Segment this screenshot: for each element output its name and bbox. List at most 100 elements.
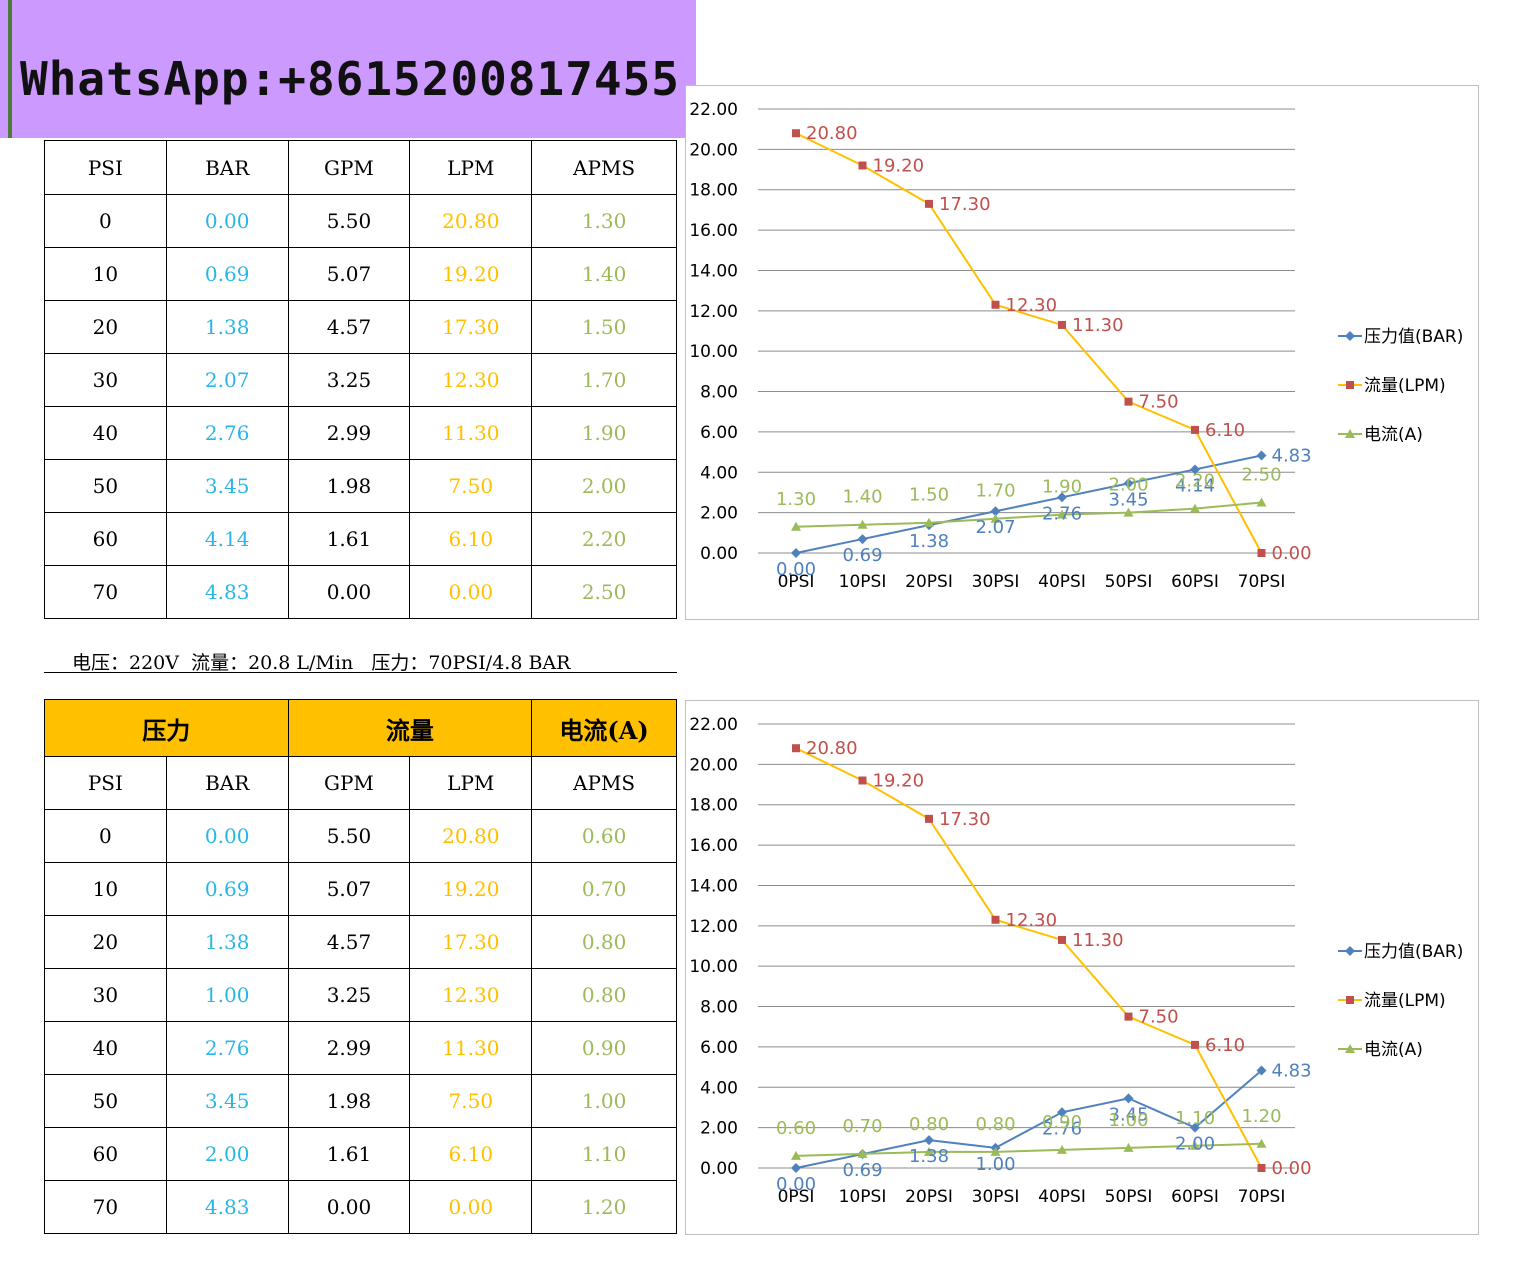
series-line xyxy=(795,1142,1262,1157)
psi-cell: 70 xyxy=(44,565,167,619)
data-label: 17.30 xyxy=(939,194,991,215)
apms-cell: 2.50 xyxy=(531,565,677,619)
table-row: 30 1.00 3.25 12.30 0.80 xyxy=(44,968,677,1022)
data-point xyxy=(1257,549,1266,557)
legend-marker xyxy=(1345,429,1355,438)
data-label: 1.00 xyxy=(975,1154,1015,1175)
psi-cell: 50 xyxy=(44,459,167,513)
gpm-cell: 4.57 xyxy=(287,300,411,354)
header-psi: PSI xyxy=(44,756,167,810)
bar-cell: 4.83 xyxy=(165,565,289,619)
y-tick-label: 6.00 xyxy=(700,1038,738,1058)
lpm-cell: 7.50 xyxy=(409,459,533,513)
y-tick-label: 0.00 xyxy=(700,544,738,564)
y-tick-label: 12.00 xyxy=(689,917,738,937)
line-chart-1: 0.00 2.00 4.00 6.00 8.00 10.00 12.00 14.00 16.00… xyxy=(685,85,1479,620)
whatsapp-contact-text: WhatsApp:+8615200817455 xyxy=(20,52,680,106)
lpm-cell: 11.30 xyxy=(409,1021,533,1075)
data-label: 0.69 xyxy=(842,545,882,566)
bar-cell: 3.45 xyxy=(165,1074,289,1128)
y-tick-label: 22.00 xyxy=(689,100,738,120)
data-point xyxy=(1256,1065,1267,1076)
x-tick-label: 40PSI xyxy=(1038,572,1086,592)
table-row: 0 0.00 5.50 20.80 0.60 xyxy=(44,809,677,863)
apms-cell: 0.90 xyxy=(531,1021,677,1075)
data-point xyxy=(924,517,934,527)
watermark-banner: WhatsApp:+8615200817455 xyxy=(0,0,696,138)
line-chart-2: 0.00 2.00 4.00 6.00 8.00 10.00 12.00 14.00 16.00… xyxy=(685,700,1479,1235)
apms-cell: 2.20 xyxy=(531,512,677,566)
y-tick-label: 22.00 xyxy=(689,715,738,735)
data-point xyxy=(1123,1142,1134,1152)
x-tick-label: 20PSI xyxy=(905,572,953,592)
data-label: 4.83 xyxy=(1272,1061,1312,1082)
table-row: 60 4.14 1.61 6.10 2.20 xyxy=(44,512,677,566)
bar-cell: 2.07 xyxy=(165,353,289,407)
legend-label: 流量(LPM) xyxy=(1364,376,1446,396)
data-label: 12.30 xyxy=(1006,910,1058,931)
group-flow: 流量 xyxy=(287,699,533,757)
data-point xyxy=(1123,507,1134,517)
table-row: 30 2.07 3.25 12.30 1.70 xyxy=(44,353,677,407)
lpm-cell: 7.50 xyxy=(409,1074,533,1128)
note-underline xyxy=(44,672,677,673)
table-group-row: 压力 流量 电流(A) xyxy=(44,699,677,757)
x-tick-label: 60PSI xyxy=(1171,1187,1219,1207)
data-label: 2.07 xyxy=(975,517,1015,538)
data-label: 7.50 xyxy=(1139,1007,1179,1028)
data-point xyxy=(857,1148,868,1158)
gpm-cell: 1.61 xyxy=(287,512,411,566)
data-label: 17.30 xyxy=(939,809,991,830)
apms-cell: 1.70 xyxy=(531,353,677,407)
header-lpm: LPM xyxy=(409,140,533,195)
data-label: 6.10 xyxy=(1205,420,1245,441)
table-row: 40 2.76 2.99 11.30 0.90 xyxy=(44,1021,677,1075)
y-tick-label: 12.00 xyxy=(689,302,738,322)
data-label: 19.20 xyxy=(873,771,925,792)
group-current: 电流(A) xyxy=(531,699,677,757)
y-tick-label: 8.00 xyxy=(700,383,738,403)
gpm-cell: 5.50 xyxy=(287,194,411,248)
x-tick-label: 70PSI xyxy=(1238,1187,1286,1207)
legend-marker xyxy=(1346,996,1354,1004)
apms-cell: 1.00 xyxy=(531,1074,677,1128)
data-label: 11.30 xyxy=(1072,315,1124,336)
y-tick-label: 6.00 xyxy=(700,423,738,443)
data-label: 20.80 xyxy=(806,123,858,144)
y-tick-label: 16.00 xyxy=(689,221,738,241)
header-gpm: GPM xyxy=(287,140,411,195)
gpm-cell: 2.99 xyxy=(287,406,411,460)
y-tick-label: 18.00 xyxy=(689,181,738,201)
psi-cell: 30 xyxy=(44,968,167,1022)
y-tick-label: 4.00 xyxy=(700,463,738,483)
banner-accent-bar xyxy=(8,0,12,138)
data-label: 0.90 xyxy=(1042,1112,1082,1133)
data-label: 3.45 xyxy=(1108,489,1148,510)
data-point xyxy=(990,506,1001,517)
data-point xyxy=(990,513,1001,523)
table-row: 70 4.83 0.00 0.00 1.20 xyxy=(44,1180,677,1234)
psi-cell: 0 xyxy=(44,194,167,248)
lpm-cell: 19.20 xyxy=(409,247,533,301)
lpm-cell: 6.10 xyxy=(409,1127,533,1181)
data-label: 0.00 xyxy=(776,1174,816,1195)
data-point xyxy=(791,521,801,531)
data-label: 1.30 xyxy=(776,489,816,510)
data-point xyxy=(857,534,868,545)
data-point xyxy=(1058,320,1066,329)
table-row: 0 0.00 5.50 20.80 1.30 xyxy=(44,194,677,248)
psi-cell: 60 xyxy=(44,512,167,566)
table-row: 60 2.00 1.61 6.10 1.10 xyxy=(44,1127,677,1181)
chart-2-svg: 0.00 2.00 4.00 6.00 8.00 10.00 12.00 14.00 16.00… xyxy=(689,715,1463,1207)
data-point xyxy=(1191,1040,1199,1049)
header-lpm: LPM xyxy=(409,756,533,810)
apms-cell: 0.70 xyxy=(531,862,677,916)
data-point xyxy=(1058,935,1066,944)
data-label: 0.00 xyxy=(1272,1158,1312,1179)
bar-cell: 3.45 xyxy=(165,459,289,513)
x-tick-label: 10PSI xyxy=(839,572,887,592)
data-point xyxy=(857,519,868,529)
data-point xyxy=(990,1146,1001,1156)
psi-cell: 70 xyxy=(44,1180,167,1234)
lpm-cell: 12.30 xyxy=(409,353,533,407)
